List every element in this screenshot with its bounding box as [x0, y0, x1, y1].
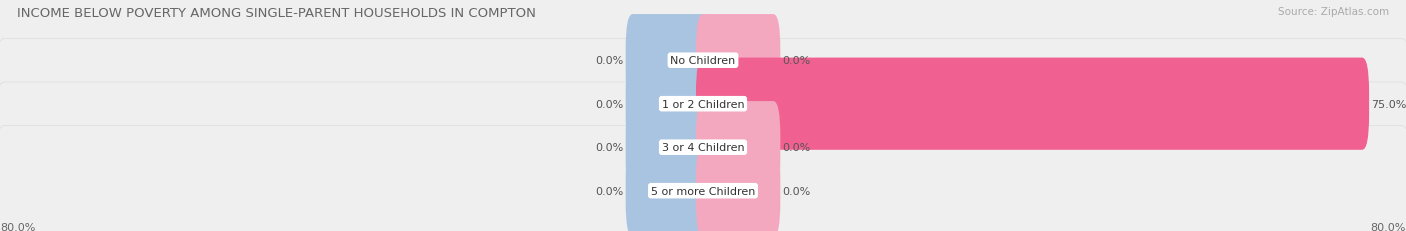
- Text: 75.0%: 75.0%: [1371, 99, 1406, 109]
- Text: Source: ZipAtlas.com: Source: ZipAtlas.com: [1278, 7, 1389, 17]
- Text: 0.0%: 0.0%: [596, 143, 624, 152]
- FancyBboxPatch shape: [0, 39, 1406, 169]
- FancyBboxPatch shape: [626, 145, 710, 231]
- FancyBboxPatch shape: [696, 58, 1369, 150]
- Text: INCOME BELOW POVERTY AMONG SINGLE-PARENT HOUSEHOLDS IN COMPTON: INCOME BELOW POVERTY AMONG SINGLE-PARENT…: [17, 7, 536, 20]
- Text: 0.0%: 0.0%: [782, 56, 810, 66]
- Text: 0.0%: 0.0%: [782, 186, 810, 196]
- FancyBboxPatch shape: [626, 102, 710, 194]
- FancyBboxPatch shape: [696, 145, 780, 231]
- Text: No Children: No Children: [671, 56, 735, 66]
- FancyBboxPatch shape: [696, 102, 780, 194]
- Text: 0.0%: 0.0%: [596, 99, 624, 109]
- FancyBboxPatch shape: [696, 15, 780, 107]
- FancyBboxPatch shape: [626, 58, 710, 150]
- Text: 5 or more Children: 5 or more Children: [651, 186, 755, 196]
- FancyBboxPatch shape: [0, 83, 1406, 213]
- FancyBboxPatch shape: [626, 15, 710, 107]
- FancyBboxPatch shape: [0, 0, 1406, 126]
- Text: 0.0%: 0.0%: [782, 143, 810, 152]
- FancyBboxPatch shape: [0, 126, 1406, 231]
- Text: 0.0%: 0.0%: [596, 186, 624, 196]
- Text: 80.0%: 80.0%: [0, 222, 35, 231]
- Text: 80.0%: 80.0%: [1371, 222, 1406, 231]
- Text: 3 or 4 Children: 3 or 4 Children: [662, 143, 744, 152]
- Text: 0.0%: 0.0%: [596, 56, 624, 66]
- Text: 1 or 2 Children: 1 or 2 Children: [662, 99, 744, 109]
